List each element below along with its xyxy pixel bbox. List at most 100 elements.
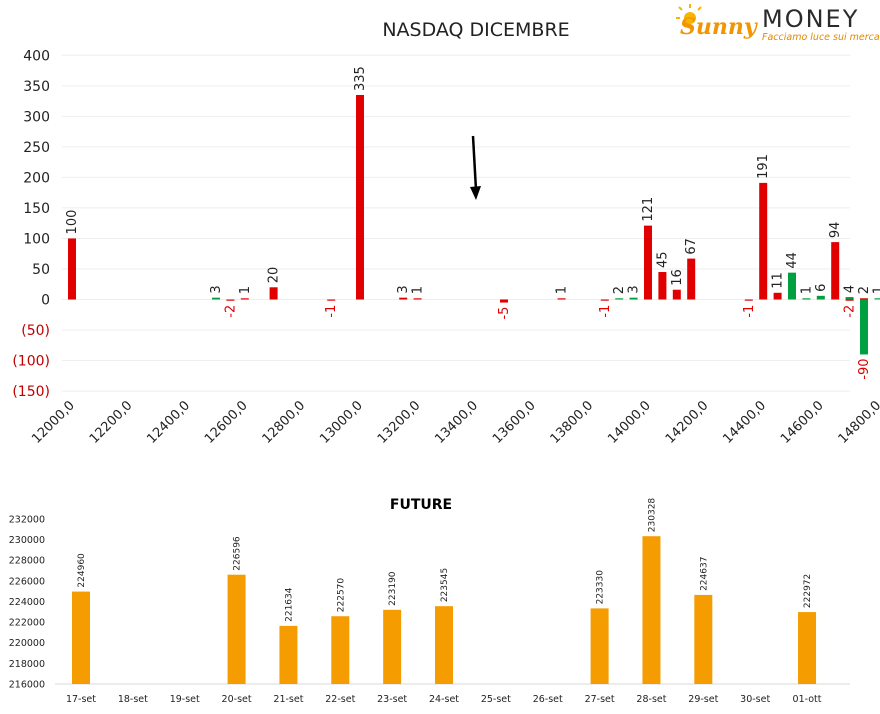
nasdaq-bar-call (600, 299, 609, 301)
nasdaq-data-label: 2 (857, 286, 872, 294)
nasdaq-data-label: 16 (670, 269, 685, 286)
nasdaq-bar-put (816, 295, 825, 300)
nasdaq-y-tick-label: 150 (23, 201, 50, 217)
future-y-tick-label: 222000 (9, 618, 45, 629)
future-x-tick-label: 28-set (636, 694, 666, 705)
nasdaq-x-tick-label: 14800,0 (836, 398, 880, 447)
nasdaq-data-label: -90 (857, 358, 872, 379)
nasdaq-x-tick-label: 13600,0 (490, 398, 539, 447)
sun-icon (676, 4, 702, 24)
nasdaq-y-tick-label: 0 (41, 293, 50, 309)
nasdaq-data-label: 3 (627, 285, 642, 293)
future-bar (72, 591, 90, 684)
nasdaq-data-label: 67 (684, 238, 699, 255)
nasdaq-data-label: -1 (324, 305, 339, 318)
nasdaq-y-tick-label: 250 (23, 140, 50, 156)
nasdaq-chart: NASDAQ DICEMBRE 400 350 300 250 200 150 100 50 0… (12, 19, 880, 447)
future-y-tick-label: 218000 (9, 659, 45, 670)
nasdaq-y-tick-label: 50 (32, 262, 50, 278)
future-x-tick-label: 20-set (222, 694, 252, 705)
future-chart-title: FUTURE (390, 497, 452, 513)
nasdaq-data-label: 1 (871, 286, 880, 294)
future-data-label: 223545 (440, 568, 450, 602)
future-y-tick-label: 224000 (9, 597, 45, 608)
future-x-tick-label: 26-set (533, 694, 563, 705)
nasdaq-bar-call (860, 298, 868, 300)
nasdaq-x-tick-label: 13000,0 (317, 398, 366, 447)
nasdaq-data-label: 1 (238, 286, 253, 294)
future-data-label: 224960 (77, 553, 87, 588)
nasdaq-data-label: 3 (396, 285, 411, 293)
future-bar (331, 616, 350, 684)
nasdaq-data-label: 1 (799, 286, 814, 294)
nasdaq-data-label: 1 (411, 286, 426, 294)
future-bar (590, 608, 609, 684)
nasdaq-bar-call (845, 299, 854, 301)
nasdaq-x-tick-label: 14400,0 (720, 398, 769, 447)
future-data-labels: 224960 226596 221634 222570 223190 223545 2233… (77, 498, 813, 622)
future-data-label: 230328 (647, 498, 657, 533)
nasdaq-x-tick-label: 12400,0 (144, 398, 193, 447)
nasdaq-bar-put (845, 297, 854, 300)
nasdaq-x-tick-label: 14000,0 (605, 398, 654, 447)
nasdaq-bar-call (68, 238, 76, 300)
nasdaq-x-tick-label: 12000,0 (29, 398, 78, 447)
nasdaq-x-tick-label: 12200,0 (87, 398, 136, 447)
future-bar (798, 612, 817, 684)
nasdaq-bar-put (802, 298, 811, 300)
nasdaq-bar-put (860, 299, 868, 355)
future-x-tick-label: 18-set (118, 694, 148, 705)
future-data-label: 226596 (233, 536, 243, 571)
nasdaq-y-tick-label: 300 (23, 109, 50, 125)
nasdaq-x-tick-label: 13400,0 (432, 398, 481, 447)
nasdaq-x-tick-label: 12600,0 (202, 398, 251, 447)
nasdaq-data-label: -2 (843, 305, 858, 318)
nasdaq-bar-put (788, 272, 796, 300)
nasdaq-x-tick-label: 14200,0 (663, 398, 712, 447)
nasdaq-x-tick-label: 14600,0 (778, 398, 827, 447)
nasdaq-data-label: -1 (598, 305, 613, 318)
future-bar (279, 625, 298, 684)
nasdaq-bar-call (687, 258, 696, 300)
nasdaq-data-label: 11 (771, 272, 786, 289)
future-chart: FUTURE 232000 230000 228000 226000 224000 222… (9, 497, 850, 705)
nasdaq-bar-put (212, 297, 220, 300)
nasdaq-bar-call (500, 299, 508, 303)
future-y-tick-label: 232000 (9, 514, 45, 525)
future-x-tick-label: 27-set (585, 694, 615, 705)
logo-tagline: Facciamo luce sui mercati (762, 32, 880, 43)
future-bar (435, 606, 454, 684)
nasdaq-data-label: -5 (497, 307, 512, 320)
nasdaq-bar-call (240, 298, 249, 300)
future-bar (694, 594, 713, 684)
logo-money-text: MONEY (762, 5, 859, 33)
future-data-label: 222972 (803, 574, 813, 608)
nasdaq-data-label: 191 (756, 154, 771, 179)
nasdaq-data-label: 3 (209, 285, 224, 293)
future-x-tick-label: 01-ott (793, 694, 822, 705)
future-x-tick-label: 30-set (740, 694, 770, 705)
nasdaq-y-tick-label: 400 (23, 48, 50, 64)
nasdaq-data-label: -2 (223, 305, 238, 318)
nasdaq-bar-call (744, 299, 753, 301)
nasdaq-y-tick-label: 200 (23, 170, 50, 186)
nasdaq-bar-call (773, 292, 782, 300)
future-x-tick-label: 29-set (688, 694, 718, 705)
future-bar (383, 609, 402, 684)
nasdaq-data-label: 2 (612, 286, 627, 294)
nasdaq-bar-call (356, 94, 364, 300)
future-x-tick-label: 17-set (66, 694, 96, 705)
arrow-annotation (470, 135, 481, 200)
nasdaq-data-label: 4 (843, 285, 858, 293)
nasdaq-bar-put (629, 297, 638, 300)
nasdaq-bar-call (759, 182, 768, 300)
nasdaq-y-tick-label: 100 (23, 231, 50, 247)
nasdaq-bar-call (557, 298, 566, 300)
nasdaq-gridlines (62, 54, 850, 392)
nasdaq-data-label: 94 (828, 222, 843, 239)
future-bar (227, 574, 246, 684)
future-x-tick-label: 23-set (377, 694, 407, 705)
nasdaq-x-tick-label: 13200,0 (375, 398, 424, 447)
